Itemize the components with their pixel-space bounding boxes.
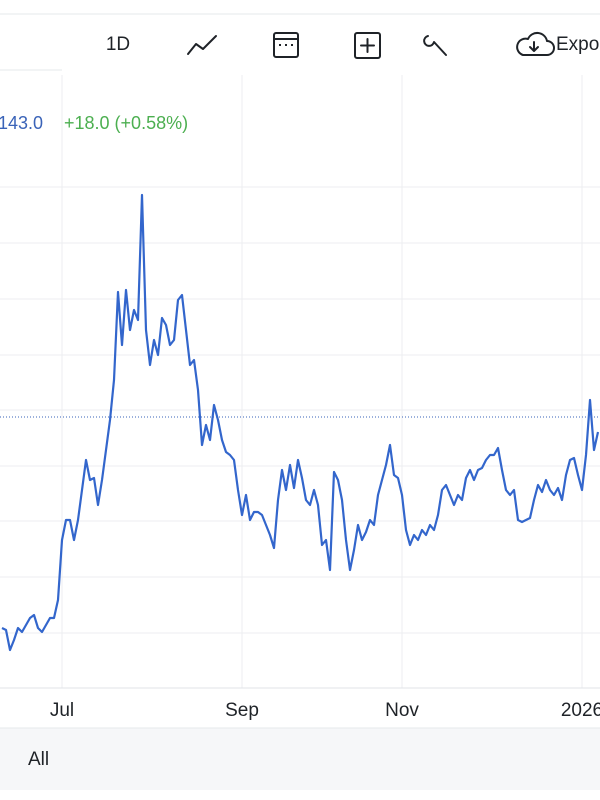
line-chart-button[interactable] <box>187 35 217 55</box>
plus-box-icon <box>354 32 381 59</box>
wrench-icon <box>423 35 447 56</box>
plot-area: Jul Sep Nov 2026 <box>0 75 600 721</box>
line-icon <box>187 35 217 55</box>
x-tick-label: Sep <box>225 700 259 721</box>
range-all-button[interactable]: All <box>28 749 49 770</box>
x-tick-label: Nov <box>385 700 419 721</box>
download-arrow-icon <box>529 41 539 52</box>
add-indicator-button[interactable] <box>354 32 381 59</box>
price-label: 143.0 <box>0 113 43 133</box>
export-button[interactable]: Expo <box>516 31 599 56</box>
x-tick-label: 2026 <box>561 700 600 721</box>
calendar-button[interactable] <box>273 32 299 58</box>
export-label: Expo <box>556 34 599 55</box>
change-label: +18.0 (+0.58%) <box>64 113 188 133</box>
price-line <box>1 193 600 652</box>
interval-button[interactable]: 1D <box>106 34 130 55</box>
cloud-icon <box>516 31 555 56</box>
settings-button[interactable] <box>423 35 447 56</box>
x-tick-label: Jul <box>50 700 74 721</box>
range-bar <box>0 728 600 790</box>
calendar-icon <box>273 32 299 58</box>
plus-icon <box>360 38 375 53</box>
